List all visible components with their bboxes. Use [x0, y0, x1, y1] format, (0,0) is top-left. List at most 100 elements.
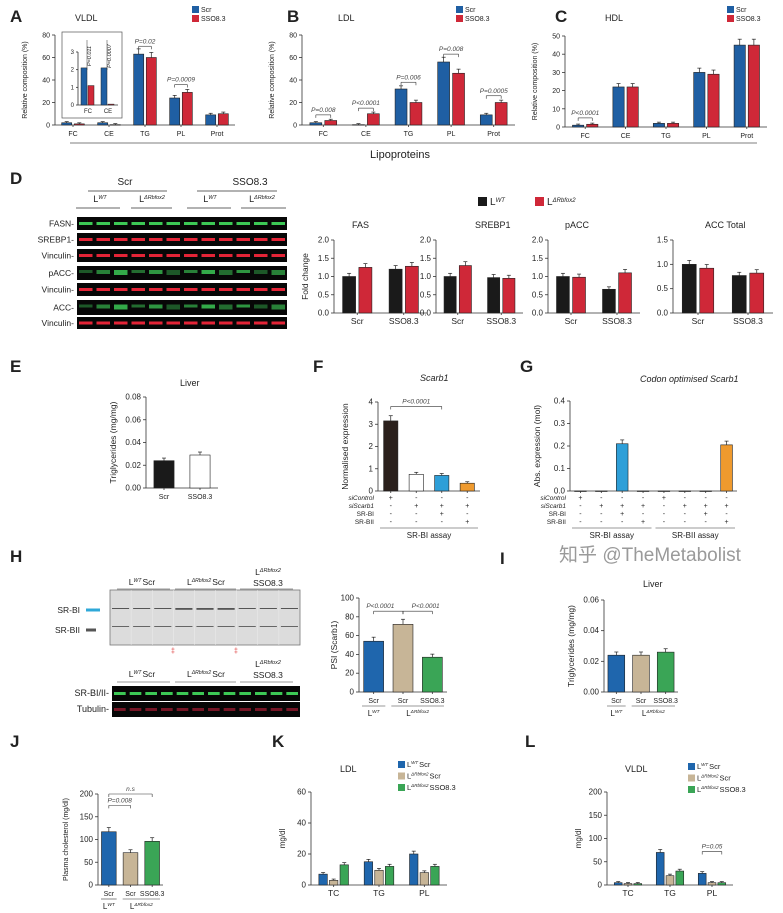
blot-band	[96, 304, 110, 309]
y-axis-label: Relative composition (%)	[22, 41, 29, 118]
y-axis-label: Fold change	[300, 253, 310, 300]
blot-band	[145, 692, 157, 695]
inset-p-value: P=0.011	[87, 46, 93, 66]
condition-sign: -	[663, 519, 666, 526]
p-value-label: P<0.0001	[402, 398, 430, 405]
legend-swatch	[688, 786, 695, 793]
label-superscript: ΔRbfox2	[143, 195, 165, 201]
blot-band	[223, 692, 236, 695]
blot-band	[254, 222, 268, 225]
blot-row	[77, 233, 287, 246]
p-value-label: P=0.0009	[167, 77, 195, 84]
label-superscript: WT	[98, 195, 107, 201]
y-tick-label: 0.0	[554, 487, 566, 496]
blot-band	[270, 692, 283, 695]
blot-band	[161, 692, 173, 695]
y-tick-label: 20	[289, 100, 297, 107]
y-axis-label: Abs. expression (mol)	[532, 405, 542, 487]
condition-sign: +	[704, 511, 708, 518]
blot-band	[131, 321, 145, 325]
x-tick-label: FC	[68, 131, 77, 138]
y-tick-label: 0.3	[554, 419, 566, 428]
asterisk-marker: ‡	[234, 648, 238, 655]
blot-band	[79, 254, 93, 257]
condition-sign: -	[579, 511, 582, 518]
label-base: L	[187, 669, 192, 679]
condition-sign: -	[579, 503, 582, 510]
chart-title: HDL	[605, 13, 623, 23]
condition-sign: -	[415, 495, 418, 502]
blot-row-label: Vinculin-	[42, 285, 75, 295]
y-axis-label: Triglycerides (mg/mg)	[108, 401, 118, 483]
chart-title: VLDL	[625, 764, 648, 774]
legend-label: Scr	[736, 7, 747, 14]
condition-sign: -	[684, 495, 687, 502]
p-value-label: P<0.0001	[412, 603, 440, 610]
bar-A-2-0	[133, 53, 145, 126]
y-tick-label: 1.0	[657, 260, 669, 269]
label-superscript: ΔRbfox2	[700, 785, 719, 790]
capillary-gel	[109, 589, 301, 646]
blot-row-label: ACC-	[53, 303, 74, 313]
blot-band	[271, 254, 285, 257]
condition-sign: +	[578, 495, 582, 502]
blot-band	[192, 692, 204, 695]
chart-title: ACC Total	[705, 220, 745, 230]
y-tick-label: 40	[552, 52, 560, 59]
condition-label: siControl	[540, 495, 566, 502]
condition-label: SR-BI	[549, 511, 567, 518]
blot-band	[201, 288, 215, 291]
x-tick-label: PL	[447, 131, 456, 138]
blot-band	[114, 254, 128, 257]
x-tick-label: TG	[664, 888, 676, 898]
blot-band	[219, 304, 233, 310]
condition-sign: +	[414, 503, 418, 510]
y-tick-label: 0	[89, 881, 94, 890]
bar-D4-0-0	[681, 264, 697, 314]
legend-label: LWT	[490, 197, 506, 208]
y-axis-label: Relative composition (%)	[269, 41, 276, 118]
bar-I-1-0	[632, 654, 650, 693]
label-base: L	[547, 197, 553, 208]
legend-swatch	[478, 197, 487, 206]
bar-D2-1-1	[502, 278, 516, 314]
blot-band	[79, 270, 93, 273]
blot-band	[79, 222, 93, 225]
blot-band	[236, 254, 250, 257]
group-label: LΔRbfox2	[642, 709, 665, 718]
condition-sign: -	[621, 519, 624, 526]
y-tick-label: 0.5	[657, 284, 669, 293]
inset-bar	[80, 67, 88, 106]
blot-band	[149, 304, 163, 309]
gel-band-sr-bi	[238, 608, 256, 609]
inset-x-tick-label: FC	[84, 109, 93, 115]
legend-swatch	[398, 772, 405, 780]
x-tick-label: Prot	[211, 131, 224, 138]
legend-label: Scr	[465, 7, 476, 14]
blot-band	[129, 708, 142, 711]
label-tail: SSO8.3	[429, 783, 455, 792]
x-tick-label: Scr	[125, 891, 136, 898]
legend-swatch	[727, 15, 734, 22]
condition-sign: -	[725, 495, 728, 502]
panel-letter: I	[500, 549, 505, 568]
condition-sign: -	[390, 511, 393, 518]
condition-sign: +	[641, 519, 645, 526]
bar-K-2-0	[409, 853, 419, 886]
y-tick-label: 0.0	[420, 309, 432, 318]
label-superscript: WT	[208, 195, 217, 201]
condition-sign: +	[440, 511, 444, 518]
bar-E-0-0	[153, 460, 175, 489]
y-tick-label: 80	[289, 33, 297, 40]
bar-A-3-0	[169, 97, 181, 126]
label-tail: Scr	[429, 772, 441, 781]
bar-H-0-0	[363, 640, 384, 693]
blot-subgroup-label: LΔRbfox2	[249, 194, 275, 204]
y-tick-label: 0.02	[583, 657, 599, 666]
label-base: L	[139, 194, 144, 204]
y-tick-label: 0.5	[420, 290, 432, 299]
label-base: L	[406, 709, 411, 718]
label-superscript: WT	[134, 670, 143, 676]
gel-band-sr-bii	[280, 626, 298, 627]
